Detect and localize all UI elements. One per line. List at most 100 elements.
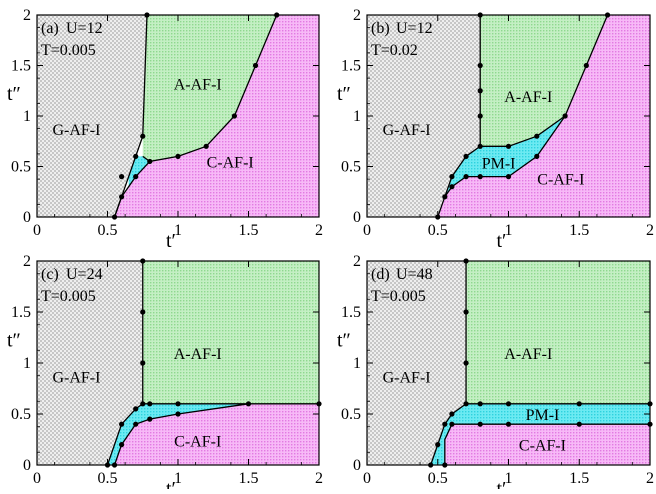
data-point	[119, 194, 125, 200]
x-tick-label: 1	[174, 470, 182, 487]
x-tick-label: 1	[505, 470, 513, 487]
panel-parameter: T=0.005	[41, 42, 96, 59]
y-axis-label: t″	[7, 83, 21, 105]
y-tick-label: 1	[353, 355, 361, 372]
plot-area	[367, 261, 650, 465]
data-point	[463, 401, 469, 407]
x-axis-label: t′	[497, 230, 507, 252]
data-point	[505, 421, 512, 427]
panel-label: (d)	[371, 266, 390, 283]
data-point	[140, 309, 146, 315]
y-tick-label: 0	[23, 457, 31, 474]
data-point	[583, 62, 589, 69]
boundary-line	[113, 161, 151, 217]
data-point	[119, 174, 125, 180]
data-point	[175, 153, 181, 159]
data-point	[140, 401, 146, 407]
y-tick-label: 0.5	[341, 406, 361, 423]
data-point	[534, 133, 540, 139]
data-point	[505, 401, 512, 407]
panel-parameter: U=24	[66, 266, 103, 283]
data-point	[231, 113, 237, 119]
plot-area	[37, 261, 319, 465]
data-point	[449, 411, 455, 417]
data-point	[252, 62, 259, 69]
data-point	[534, 153, 540, 159]
x-tick-label: 0	[363, 222, 371, 239]
panel-label: (a)	[41, 20, 59, 37]
data-point	[477, 113, 483, 119]
region-label: G-AF-I	[52, 122, 100, 139]
region-label: G-AF-I	[383, 122, 431, 139]
x-tick-label: 2	[315, 222, 323, 239]
y-axis-label: t″	[7, 330, 21, 352]
data-point	[449, 174, 455, 180]
data-point	[442, 421, 448, 427]
data-point	[203, 143, 209, 149]
boundary-line	[437, 15, 481, 217]
region-a-af-i	[466, 261, 650, 404]
region-g-af-i	[367, 15, 481, 217]
x-axis-label: t′	[497, 478, 507, 489]
region-g-af-i	[367, 261, 467, 465]
data-point	[477, 174, 483, 180]
data-point	[463, 174, 469, 180]
plot-area	[37, 15, 319, 217]
x-tick-label: 1.5	[239, 222, 259, 239]
region-label: C-AF-I	[174, 434, 221, 451]
data-point	[119, 421, 125, 427]
boundary-line	[480, 15, 609, 147]
data-point	[463, 360, 469, 366]
boundary-line	[113, 403, 249, 465]
region-c-af-i	[114, 403, 319, 465]
x-axis-label: t′	[166, 230, 176, 252]
region-a-af-i	[142, 261, 319, 404]
region-c-af-i	[114, 15, 319, 217]
y-tick-label: 0	[353, 209, 361, 226]
region-label: C-AF-I	[519, 438, 566, 455]
data-point	[140, 133, 146, 139]
data-point	[505, 174, 512, 180]
x-tick-label: 0.5	[428, 470, 448, 487]
region-label: A-AF-I	[174, 346, 222, 363]
region-a-af-i	[480, 15, 608, 147]
x-tick-label: 1.5	[569, 222, 589, 239]
data-point	[562, 113, 568, 119]
data-point	[477, 401, 483, 407]
data-point	[140, 360, 146, 366]
region-label: A-AF-I	[504, 89, 552, 106]
data-point	[133, 406, 139, 412]
y-tick-label: 1.5	[11, 304, 31, 321]
data-point	[442, 194, 448, 200]
y-tick-label: 1.5	[341, 58, 361, 75]
data-point	[463, 153, 469, 159]
x-tick-label: 0.5	[98, 222, 118, 239]
y-tick-label: 0.5	[11, 406, 31, 423]
panel-parameter: T=0.02	[371, 42, 418, 59]
panel-2: G-AF-I A-AF-I PM-I C-AF-I 0 0.5 1 1.5 2 0 0.5 1 1.5 2…	[337, 7, 654, 252]
y-tick-label: 1	[23, 108, 31, 125]
data-point	[435, 442, 441, 448]
data-point	[477, 143, 483, 149]
data-point	[133, 153, 139, 159]
x-tick-label: 2	[646, 222, 654, 239]
boundary-line	[430, 261, 467, 465]
x-tick-label: 0.5	[98, 470, 118, 487]
region-c-af-i	[444, 424, 650, 465]
region-pm-i	[430, 403, 650, 465]
panel-1: G-AF-I A-AF-I C-AF-I 0 0.5 1 1.5 2 0 0.5 1 1.5 2 t′ t″…	[7, 7, 323, 252]
x-tick-label: 0.5	[428, 222, 448, 239]
region-label: PM-I	[526, 407, 560, 424]
y-tick-label: 2	[353, 253, 361, 270]
y-tick-label: 2	[23, 253, 31, 270]
y-tick-label: 0	[353, 457, 361, 474]
panel-parameter: U=12	[396, 20, 433, 37]
data-point	[576, 401, 582, 407]
data-point	[147, 158, 153, 165]
data-point	[133, 174, 139, 180]
y-tick-label: 0.5	[341, 159, 361, 176]
region-label: C-AF-I	[537, 172, 584, 189]
x-tick-label: 2	[315, 470, 323, 487]
x-tick-label: 0	[363, 470, 371, 487]
region-g-af-i	[37, 261, 143, 465]
